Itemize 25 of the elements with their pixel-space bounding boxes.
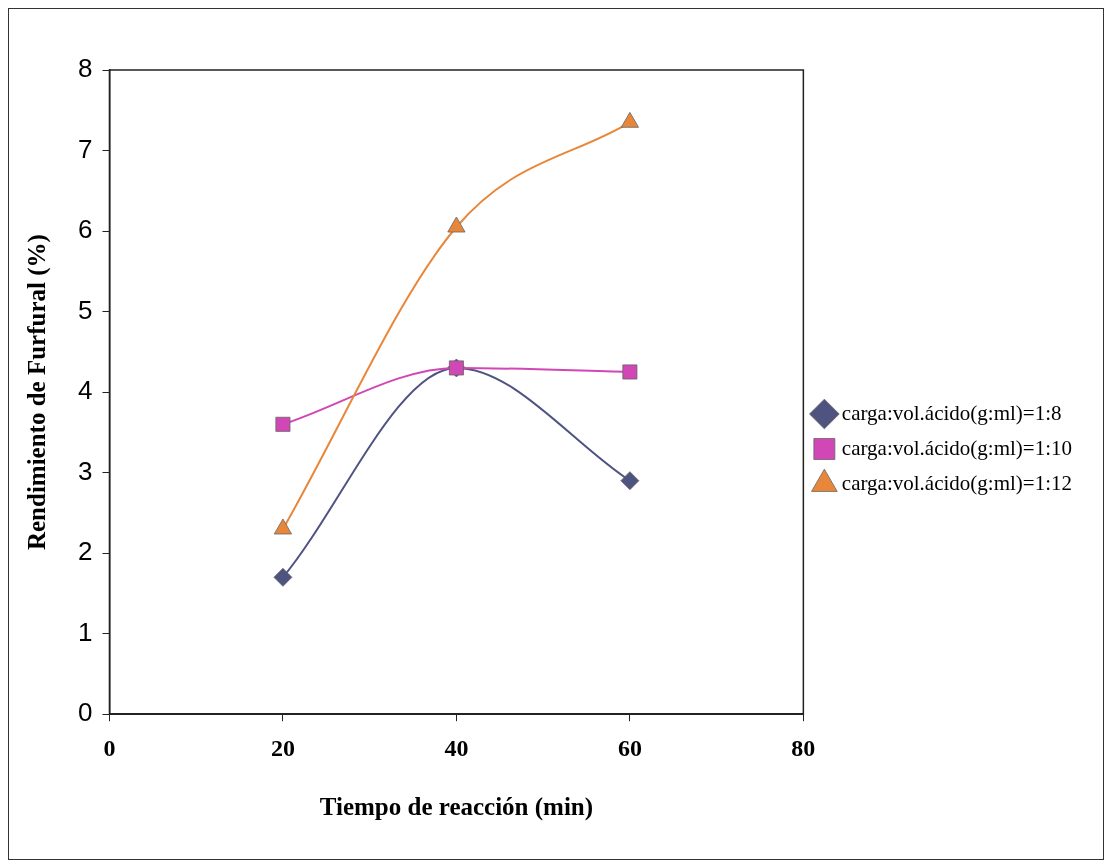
point	[622, 364, 638, 380]
point	[620, 471, 640, 491]
x-axis-title: Tiempo de reacción (min)	[319, 793, 594, 822]
y-tick-label: 2	[77, 536, 93, 567]
y-tick-label: 5	[77, 294, 93, 325]
x-tick-label: 0	[103, 734, 116, 761]
x-tick-label: 60	[617, 734, 642, 761]
y-tick-label: 1	[77, 616, 93, 647]
x-tick-label: 20	[270, 734, 295, 761]
y-tick-label: 8	[77, 53, 93, 84]
point	[273, 567, 293, 587]
point	[447, 216, 466, 233]
point	[275, 416, 291, 432]
y-tick-label: 6	[77, 214, 93, 245]
y-tick-label: 0	[77, 697, 93, 728]
y-tick-label: 4	[77, 375, 93, 406]
y-tick-label: 7	[77, 133, 93, 164]
x-tick-label: 40	[444, 734, 469, 761]
legend-label: carga:vol.ácido(g:ml)=1:12	[841, 470, 1072, 495]
y-axis-title: Rendimiento de Furfural (%)	[23, 234, 52, 551]
x-tick-label: 80	[791, 734, 816, 761]
legend-label: carga:vol.ácido(g:ml)=1:8	[841, 400, 1062, 425]
legend-label: carga:vol.ácido(g:ml)=1:10	[841, 435, 1072, 460]
y-tick-label: 3	[77, 455, 93, 486]
point	[620, 111, 639, 128]
